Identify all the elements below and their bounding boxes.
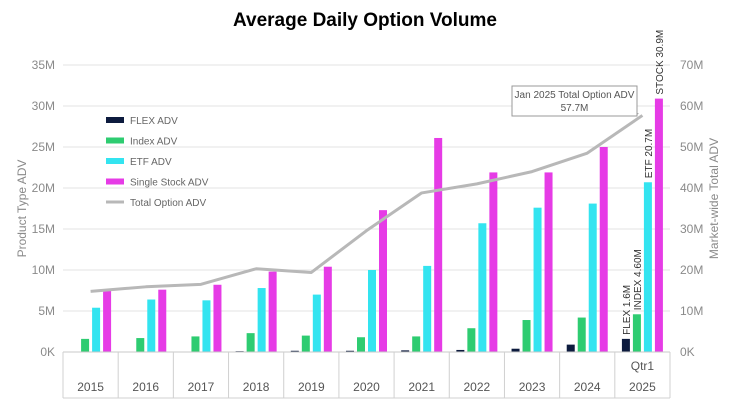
bar — [544, 172, 553, 352]
x-tick-label: 2018 — [243, 380, 270, 394]
bar-data-label: FLEX 1.6M — [622, 285, 633, 335]
bar — [158, 289, 167, 352]
x-tick-label: 2015 — [77, 380, 104, 394]
y-tick-label: 10M — [32, 263, 55, 277]
y2-tick-label: 10M — [680, 304, 703, 318]
bar-data-label: INDEX 4.60M — [633, 249, 644, 310]
bar — [268, 271, 277, 352]
legend-label: Single Stock ADV — [130, 178, 209, 189]
bar — [434, 137, 443, 352]
legend-swatch — [106, 158, 124, 164]
callout-line2: 57.7M — [561, 103, 589, 114]
y2-tick-label: 50M — [680, 140, 703, 154]
y2-tick-label: 40M — [680, 181, 703, 195]
x-tick-label: 2022 — [464, 380, 491, 394]
bar — [346, 350, 354, 352]
legend-label: Index ADV — [130, 137, 178, 148]
bar — [522, 320, 531, 352]
legend-swatch — [106, 178, 124, 185]
bar — [621, 338, 630, 352]
bar — [577, 317, 586, 352]
y2-tick-label: 60M — [680, 99, 703, 113]
legend-swatch — [106, 117, 124, 123]
bar — [379, 210, 387, 352]
y2-tick-label: 30M — [680, 222, 703, 236]
chart-title: Average Daily Option Volume — [233, 10, 497, 31]
x-tick-label: 2016 — [132, 380, 159, 394]
bar — [401, 350, 410, 352]
bar — [533, 207, 542, 352]
total-line — [90, 114, 644, 293]
y-tick-label: 20M — [32, 181, 55, 195]
x-sublabel: Qtr1 — [631, 359, 655, 373]
y-tick-label: 30M — [32, 99, 55, 113]
bar — [301, 335, 310, 352]
bar — [202, 300, 211, 352]
y2-tick-label: 20M — [680, 263, 703, 277]
y2-tick-label: 70M — [680, 58, 703, 72]
bar — [467, 328, 476, 352]
y2-tick-label: 0K — [680, 345, 695, 359]
bar — [312, 294, 321, 352]
callout: Jan 2025 Total Option ADV 57.7M — [511, 85, 639, 117]
bar — [643, 182, 652, 352]
y-tick-label: 0K — [40, 345, 55, 359]
bar — [147, 299, 156, 352]
x-tick-label: 2017 — [188, 380, 215, 394]
x-tick-label: 2025 — [629, 380, 656, 394]
x-tick-label: 2020 — [353, 380, 380, 394]
bar — [511, 348, 520, 352]
y-tick-label: 25M — [32, 140, 55, 154]
bar — [654, 98, 663, 353]
bar — [566, 344, 575, 352]
bar — [632, 314, 641, 352]
bar-data-label: ETF 20.7M — [644, 129, 655, 178]
y-axis-title: Product Type ADV — [15, 160, 29, 258]
legend-label: FLEX ADV — [130, 116, 178, 127]
bar — [290, 350, 299, 352]
bar — [489, 172, 498, 352]
legend: FLEX ADV Index ADV ETF ADV Single Stock ADV… — [106, 116, 209, 209]
callout-box — [511, 85, 638, 117]
bar-data-label: STOCK 30.9M — [655, 30, 666, 95]
bar — [588, 203, 597, 352]
x-tick-label: 2021 — [408, 380, 435, 394]
x-tick-label: 2024 — [574, 380, 601, 394]
legend-label: Total Option ADV — [130, 198, 206, 209]
bar — [599, 147, 608, 352]
bar — [191, 336, 200, 352]
legend-swatch — [106, 137, 124, 144]
bar — [213, 284, 222, 352]
y2-axis-title: Market-wide Total ADV — [707, 138, 721, 259]
x-tick-label: 2019 — [298, 380, 325, 394]
bar — [81, 338, 90, 352]
axes: 0K 5M 10M 15M 20M 25M 30M 35M 0K 10M 20M 30M 40M 50M 6… — [15, 58, 721, 399]
bar — [257, 288, 266, 352]
bar — [368, 270, 376, 352]
legend-label: ETF ADV — [130, 157, 172, 168]
bar — [246, 333, 255, 352]
bar — [478, 223, 487, 352]
bar — [456, 349, 465, 352]
bar — [103, 290, 112, 352]
bar — [412, 336, 421, 352]
total-option-adv-line — [90, 114, 644, 293]
bar — [423, 265, 432, 352]
y-tick-label: 5M — [38, 304, 55, 318]
bars — [70, 98, 663, 353]
bar — [92, 307, 101, 352]
callout-line1: Jan 2025 Total Option ADV — [515, 90, 635, 101]
bar-labels: FLEX 1.6M INDEX 4.60M ETF 20.7M STOCK 30.9M — [622, 30, 666, 335]
y-tick-label: 35M — [32, 58, 55, 72]
y-tick-label: 15M — [32, 222, 55, 236]
x-tick-label: 2023 — [519, 380, 546, 394]
bar — [323, 266, 332, 352]
bar — [357, 337, 365, 352]
bar — [136, 338, 145, 352]
